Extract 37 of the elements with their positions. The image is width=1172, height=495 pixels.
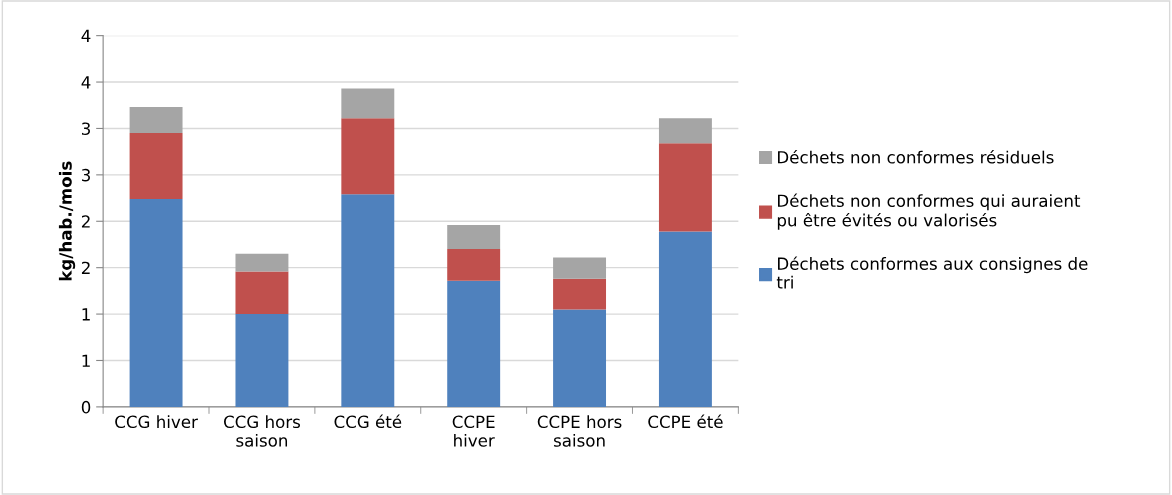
bar — [235, 271, 289, 315]
bar — [341, 194, 395, 407]
bar — [658, 143, 712, 232]
bar — [341, 118, 395, 195]
y-tick-label: 2 — [81, 261, 90, 274]
x-tick-label: CCG hors saison — [223, 415, 301, 447]
y-tick-label: 4 — [81, 29, 91, 42]
x-tick-label: CCG été — [334, 414, 402, 429]
legend-label: Déchets non conformes qui auraient pu être évités ou valorisés — [777, 193, 1081, 230]
y-tick-label: 3 — [82, 122, 90, 136]
bar — [553, 257, 607, 279]
y-tick-label: 4 — [81, 76, 91, 89]
bar — [129, 107, 183, 134]
bar — [553, 278, 607, 310]
y-tick-label: 1 — [82, 308, 90, 321]
legend-label: Déchets non conformes résiduels — [778, 150, 1054, 164]
bar — [447, 280, 501, 407]
x-tick-label: CCPE hiver — [452, 415, 495, 447]
bar — [341, 88, 395, 119]
legend-label: Déchets conformes aux consignes de tri — [776, 256, 1088, 289]
bar — [658, 231, 712, 407]
y-tick-label: 3 — [82, 168, 90, 182]
bar — [235, 314, 289, 407]
y-tick-label: 1 — [82, 354, 90, 367]
y-tick-label: 0 — [81, 400, 91, 414]
y-tick-label: 2 — [81, 215, 90, 228]
bar — [447, 249, 501, 281]
bar — [553, 309, 607, 407]
bar — [658, 118, 712, 144]
bar — [235, 253, 289, 272]
x-tick-label: CCG hiver — [115, 415, 198, 429]
x-tick-label: CCPE été — [648, 414, 723, 429]
bar — [447, 224, 501, 250]
bar — [129, 133, 183, 199]
bar — [129, 198, 183, 407]
x-tick-label: CCPE hors saison — [537, 415, 622, 447]
y-axis-title: kg/hab./mois — [58, 161, 76, 281]
